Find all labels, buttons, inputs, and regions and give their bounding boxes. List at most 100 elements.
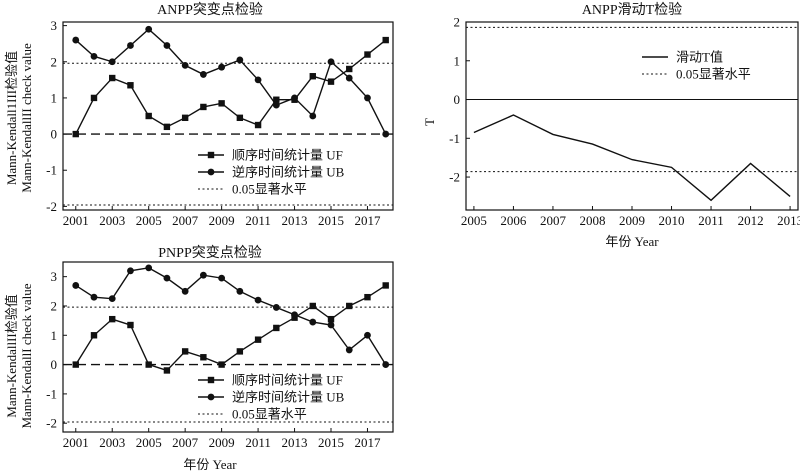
x-tick-label: 2007: [540, 213, 567, 228]
x-tick-label: 2010: [659, 213, 685, 228]
uf-point: [163, 367, 171, 374]
ub-point: [291, 311, 298, 319]
uf-point: [382, 282, 389, 289]
y-tick-label: 3: [51, 269, 58, 284]
ub-point: [163, 274, 171, 282]
y-tick-label: -1: [46, 163, 57, 178]
uf-point: [273, 96, 280, 103]
uf-point: [382, 36, 389, 44]
legend-label: 0.05显著水平: [676, 67, 751, 82]
y-tick-label: 1: [454, 53, 461, 68]
x-tick-label: 2003: [99, 213, 125, 228]
ub-point: [181, 61, 189, 69]
legend-marker-circle: [207, 393, 215, 401]
x-tick-label: 2005: [461, 213, 487, 228]
ub-point: [254, 296, 262, 304]
uf-point: [181, 114, 189, 122]
ub-point: [199, 271, 207, 279]
ub-point: [272, 304, 280, 311]
x-tick-label: 2013: [282, 435, 308, 450]
y-axis-label-en: Mann-KendallI check value: [19, 283, 34, 428]
ub-point: [90, 293, 98, 301]
x-tick-label: 2009: [209, 435, 235, 450]
ub-point: [127, 42, 134, 49]
x-axis-label: 年份 Year: [605, 234, 659, 249]
x-tick-label: 2003: [99, 435, 125, 450]
uf-point: [364, 51, 371, 58]
uf-point: [309, 73, 316, 80]
y-tick-label: 3: [51, 18, 58, 33]
x-tick-label: 2005: [136, 213, 162, 228]
uf-point: [273, 324, 280, 332]
legend-marker-square: [207, 151, 215, 159]
uf-point: [72, 361, 79, 368]
legend-label: 0.05显著水平: [232, 182, 307, 197]
uf-point: [218, 100, 225, 107]
ub-point: [218, 274, 226, 282]
series-line: [75, 284, 387, 372]
uf-point: [72, 130, 79, 138]
y-tick-label: -2: [46, 416, 57, 431]
ub-point: [345, 74, 353, 82]
y-tick-label: 2: [51, 54, 58, 69]
uf-point: [346, 302, 353, 310]
anpp-moving-t-chart: ANPP滑动T检验 T 年份 Year 2 1 0 -1 -2 2005 2006 2007 2…: [422, 1, 800, 249]
x-tick-label: 2015: [318, 435, 344, 450]
uf-point: [254, 121, 262, 129]
uf-point: [236, 348, 244, 355]
uf-point: [327, 78, 335, 85]
x-tick-label: 2013: [777, 213, 800, 228]
uf-point: [254, 336, 262, 343]
y-tick-label: -1: [46, 386, 57, 401]
ub-point: [236, 56, 244, 64]
y-tick-label: 1: [51, 328, 58, 343]
y-tick-label: 2: [454, 15, 461, 30]
x-tick-label: 2008: [579, 213, 605, 228]
legend-label: 顺序时间统计量 UF: [232, 148, 343, 163]
anpp-mk-chart: ANPP突变点检验 Mann-Kendall1III检验值 Mann-Kenda…: [4, 2, 394, 228]
x-tick-label: 2015: [318, 213, 344, 228]
uf-point: [90, 332, 98, 339]
ub-point: [163, 42, 171, 49]
ub-point: [309, 112, 317, 120]
y-axis-label: T: [422, 118, 437, 126]
y-axis-label-cn: Mann-Kendall1III检验值: [4, 51, 19, 185]
y-tick-label: -1: [449, 131, 460, 146]
x-tick-label: 2011: [245, 213, 271, 228]
x-tick-label: 2001: [63, 213, 89, 228]
uf-point: [109, 74, 116, 82]
y-axis-label-cn: Mann-KendallII检验值: [4, 294, 19, 417]
ub-point: [272, 101, 280, 109]
legend-label: 顺序时间统计量 UF: [232, 373, 343, 388]
ub-point: [181, 287, 189, 295]
y-tick-label: -2: [46, 199, 57, 214]
y-tick-label: 0: [454, 92, 461, 107]
y-tick-label: 0: [51, 357, 58, 372]
uf-point: [327, 315, 335, 323]
legend-label: 逆序时间统计量 UB: [232, 165, 345, 180]
x-axis-label: 年份 Year: [183, 457, 237, 472]
series-line: [473, 114, 791, 202]
uf-point: [200, 103, 207, 111]
x-tick-label: 2012: [738, 213, 764, 228]
ub-point: [90, 52, 98, 60]
ub-point: [382, 130, 390, 138]
x-tick-label: 2011: [245, 435, 271, 450]
ub-point: [108, 58, 116, 66]
legend-marker-circle: [207, 168, 215, 176]
y-tick-label: 1: [51, 90, 58, 105]
plot-frame: [62, 261, 394, 433]
y-axis-label-en: Mann-KendallII check value: [19, 43, 34, 193]
x-tick-label: 2007: [172, 435, 199, 450]
uf-point: [236, 114, 244, 122]
x-tick-label: 2009: [619, 213, 645, 228]
ub-point: [218, 63, 226, 71]
uf-point: [181, 348, 189, 355]
x-tick-label: 2001: [63, 435, 89, 450]
ub-point: [291, 94, 298, 102]
ub-point: [236, 287, 244, 295]
uf-point: [109, 315, 116, 323]
uf-point: [127, 82, 134, 89]
x-tick-label: 2017: [354, 435, 381, 450]
